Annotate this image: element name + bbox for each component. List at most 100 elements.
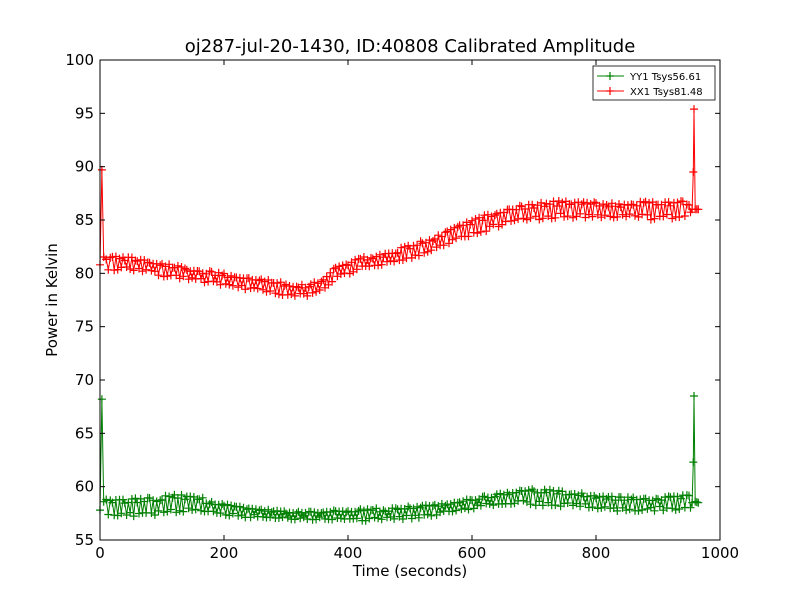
x-tick-label: 0 xyxy=(95,544,105,562)
data-point-marker xyxy=(225,280,234,289)
data-point-marker xyxy=(519,214,528,223)
data-point-marker xyxy=(531,501,540,510)
data-point-marker xyxy=(260,277,269,286)
data-point-marker xyxy=(650,214,659,223)
data-point-marker xyxy=(457,505,466,514)
data-point-marker xyxy=(464,505,473,514)
data-point-marker xyxy=(597,503,606,512)
data-point-marker xyxy=(274,514,283,522)
plot-frame xyxy=(99,59,721,541)
data-point-marker xyxy=(244,274,253,283)
data-point-marker xyxy=(613,506,622,515)
data-point-marker xyxy=(545,485,554,494)
data-point-marker xyxy=(124,498,133,507)
data-point-marker xyxy=(510,216,519,225)
data-point-marker xyxy=(654,495,662,504)
data-point-marker xyxy=(638,506,647,514)
data-point-marker xyxy=(227,501,236,510)
data-point-marker xyxy=(377,515,386,524)
series-layer xyxy=(96,105,703,525)
data-point-marker xyxy=(416,503,425,512)
data-point-marker xyxy=(198,493,207,502)
data-point-marker xyxy=(290,291,299,300)
data-point-marker xyxy=(336,270,345,278)
data-point-marker xyxy=(452,506,461,515)
data-point-marker xyxy=(622,506,631,515)
y-tick-label: 100 xyxy=(65,51,94,69)
data-point-marker xyxy=(220,501,228,510)
legend-marker xyxy=(606,72,614,80)
data-point-marker xyxy=(303,515,312,523)
data-point-marker xyxy=(177,491,186,499)
data-point-marker xyxy=(471,215,480,223)
data-point-marker xyxy=(483,210,492,219)
data-point-marker xyxy=(287,290,296,299)
data-point-marker xyxy=(553,202,561,210)
data-point-marker xyxy=(558,487,567,496)
data-point-marker xyxy=(482,227,491,236)
data-point-marker xyxy=(668,214,677,223)
data-point-marker xyxy=(283,290,292,299)
data-point-marker xyxy=(398,256,407,264)
data-point-marker xyxy=(296,514,305,523)
data-point-marker xyxy=(271,289,280,298)
data-point-marker xyxy=(179,507,188,516)
data-point-marker xyxy=(179,272,188,281)
data-point-marker xyxy=(220,269,228,278)
data-point-marker xyxy=(177,263,186,271)
data-point-marker xyxy=(317,277,326,286)
data-point-marker xyxy=(184,504,193,513)
data-point-marker xyxy=(312,287,321,296)
data-point-marker xyxy=(631,211,639,220)
data-point-marker xyxy=(308,288,317,297)
data-point-marker xyxy=(237,281,246,290)
data-point-marker xyxy=(487,212,496,221)
data-point-marker xyxy=(554,197,563,205)
data-point-marker xyxy=(372,252,381,261)
data-point-marker xyxy=(285,282,294,290)
data-point-marker xyxy=(476,501,485,510)
data-point-marker xyxy=(434,231,443,240)
data-point-marker xyxy=(142,265,151,274)
data-point-marker xyxy=(282,509,290,518)
x-tick-label: 400 xyxy=(334,544,363,562)
x-axis-label: Time (seconds) xyxy=(352,562,468,580)
legend: YY1 Tsys56.61 XX1 Tsys81.48 xyxy=(592,65,716,101)
data-point-marker xyxy=(126,265,135,273)
data-point-marker xyxy=(374,261,383,270)
data-point-marker xyxy=(445,239,453,248)
data-point-marker xyxy=(551,501,560,510)
data-point-marker xyxy=(158,495,166,504)
data-point-marker xyxy=(250,283,259,292)
data-point-marker xyxy=(460,504,469,513)
data-point-marker xyxy=(225,511,234,520)
data-point-marker xyxy=(260,507,269,516)
data-point-marker xyxy=(448,235,457,244)
x-tick-label: 200 xyxy=(210,544,239,562)
data-point-marker xyxy=(641,197,650,206)
data-point-marker xyxy=(147,266,156,275)
data-point-marker xyxy=(694,498,703,507)
data-point-marker xyxy=(223,500,232,509)
y-tick-label: 85 xyxy=(75,211,94,229)
data-point-marker xyxy=(207,267,216,276)
data-point-marker xyxy=(512,488,521,497)
data-point-marker xyxy=(351,255,360,264)
data-point-marker xyxy=(205,267,214,276)
data-point-marker xyxy=(430,500,439,509)
data-point-marker xyxy=(188,273,197,282)
data-point-marker xyxy=(216,280,225,289)
data-point-marker xyxy=(345,269,354,278)
data-point-marker xyxy=(666,493,675,502)
data-point-marker xyxy=(400,242,409,251)
data-point-marker xyxy=(149,496,158,505)
data-point-marker xyxy=(329,506,338,515)
x-tick-label: 800 xyxy=(582,544,611,562)
data-point-marker xyxy=(588,212,597,221)
data-point-marker xyxy=(221,279,230,288)
data-point-marker xyxy=(535,215,544,224)
data-point-marker xyxy=(413,502,422,511)
data-point-marker xyxy=(694,205,703,214)
data-point-marker xyxy=(266,287,275,295)
y-tick-label: 65 xyxy=(75,424,94,442)
